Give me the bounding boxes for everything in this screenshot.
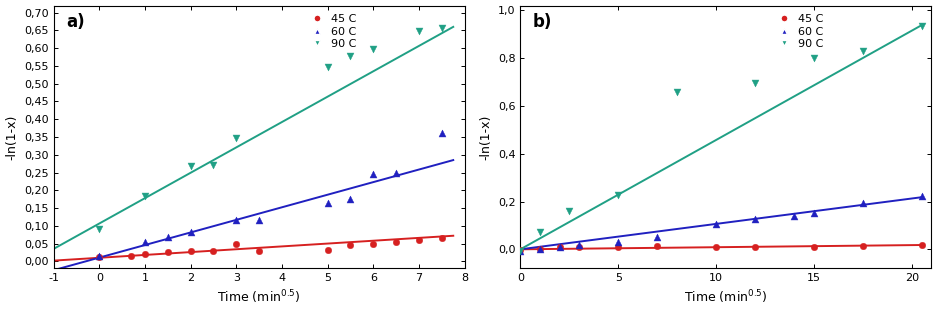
Point [343, 197, 358, 202]
Point [855, 201, 870, 206]
Point [610, 239, 625, 244]
Point [183, 230, 197, 235]
Point [747, 216, 762, 221]
Point [434, 236, 449, 241]
Point [160, 250, 175, 255]
Point [562, 208, 577, 213]
Point [92, 253, 107, 258]
Point [92, 255, 107, 260]
Point [160, 235, 175, 240]
Point [365, 172, 380, 177]
Point [343, 53, 358, 58]
Point [747, 81, 762, 86]
Point [571, 245, 586, 250]
Point [668, 90, 683, 95]
Point [806, 244, 821, 249]
Point [365, 241, 380, 246]
Point [855, 244, 870, 249]
Point [434, 26, 449, 31]
Point [434, 131, 449, 136]
Text: a): a) [66, 13, 84, 32]
Point [365, 46, 380, 51]
Point [320, 247, 335, 252]
Point [343, 243, 358, 248]
Point [411, 29, 426, 34]
Point [551, 245, 566, 250]
Point [138, 193, 153, 198]
Point [183, 249, 197, 254]
Point [228, 241, 243, 246]
Point [138, 239, 153, 244]
Point [138, 252, 153, 257]
Point [650, 244, 665, 249]
Point [512, 247, 527, 252]
Point [532, 246, 547, 251]
Point [747, 245, 762, 250]
Point [183, 163, 197, 168]
Y-axis label: -ln(1-x): -ln(1-x) [6, 114, 19, 160]
Point [320, 64, 335, 69]
X-axis label: Time (min$^{0.5}$): Time (min$^{0.5}$) [217, 289, 300, 306]
Point [650, 235, 665, 240]
Point [411, 237, 426, 242]
Point [252, 248, 267, 253]
Point [708, 221, 723, 226]
Point [228, 135, 243, 140]
Point [708, 245, 723, 250]
Point [124, 253, 139, 258]
Point [806, 56, 821, 61]
Point [914, 194, 929, 199]
Point [855, 49, 870, 54]
Point [320, 200, 335, 205]
Point [206, 163, 221, 168]
Legend: 45 C, 60 C, 90 C: 45 C, 60 C, 90 C [305, 14, 357, 49]
Legend: 45 C, 60 C, 90 C: 45 C, 60 C, 90 C [772, 14, 823, 49]
Point [206, 248, 221, 253]
Point [532, 230, 547, 235]
Point [551, 245, 566, 250]
Point [571, 242, 586, 247]
Point [228, 218, 243, 223]
Text: b): b) [533, 13, 551, 32]
Point [252, 218, 267, 223]
Point [786, 214, 801, 219]
Point [388, 170, 403, 175]
Point [914, 23, 929, 28]
Point [512, 248, 527, 253]
Point [532, 246, 547, 251]
Point [512, 248, 527, 253]
X-axis label: Time (min$^{0.5}$): Time (min$^{0.5}$) [683, 289, 767, 306]
Point [388, 239, 403, 244]
Point [610, 245, 625, 250]
Point [806, 211, 821, 216]
Point [92, 227, 107, 232]
Point [610, 192, 625, 197]
Point [914, 242, 929, 247]
Y-axis label: -ln(1-x): -ln(1-x) [479, 114, 491, 160]
